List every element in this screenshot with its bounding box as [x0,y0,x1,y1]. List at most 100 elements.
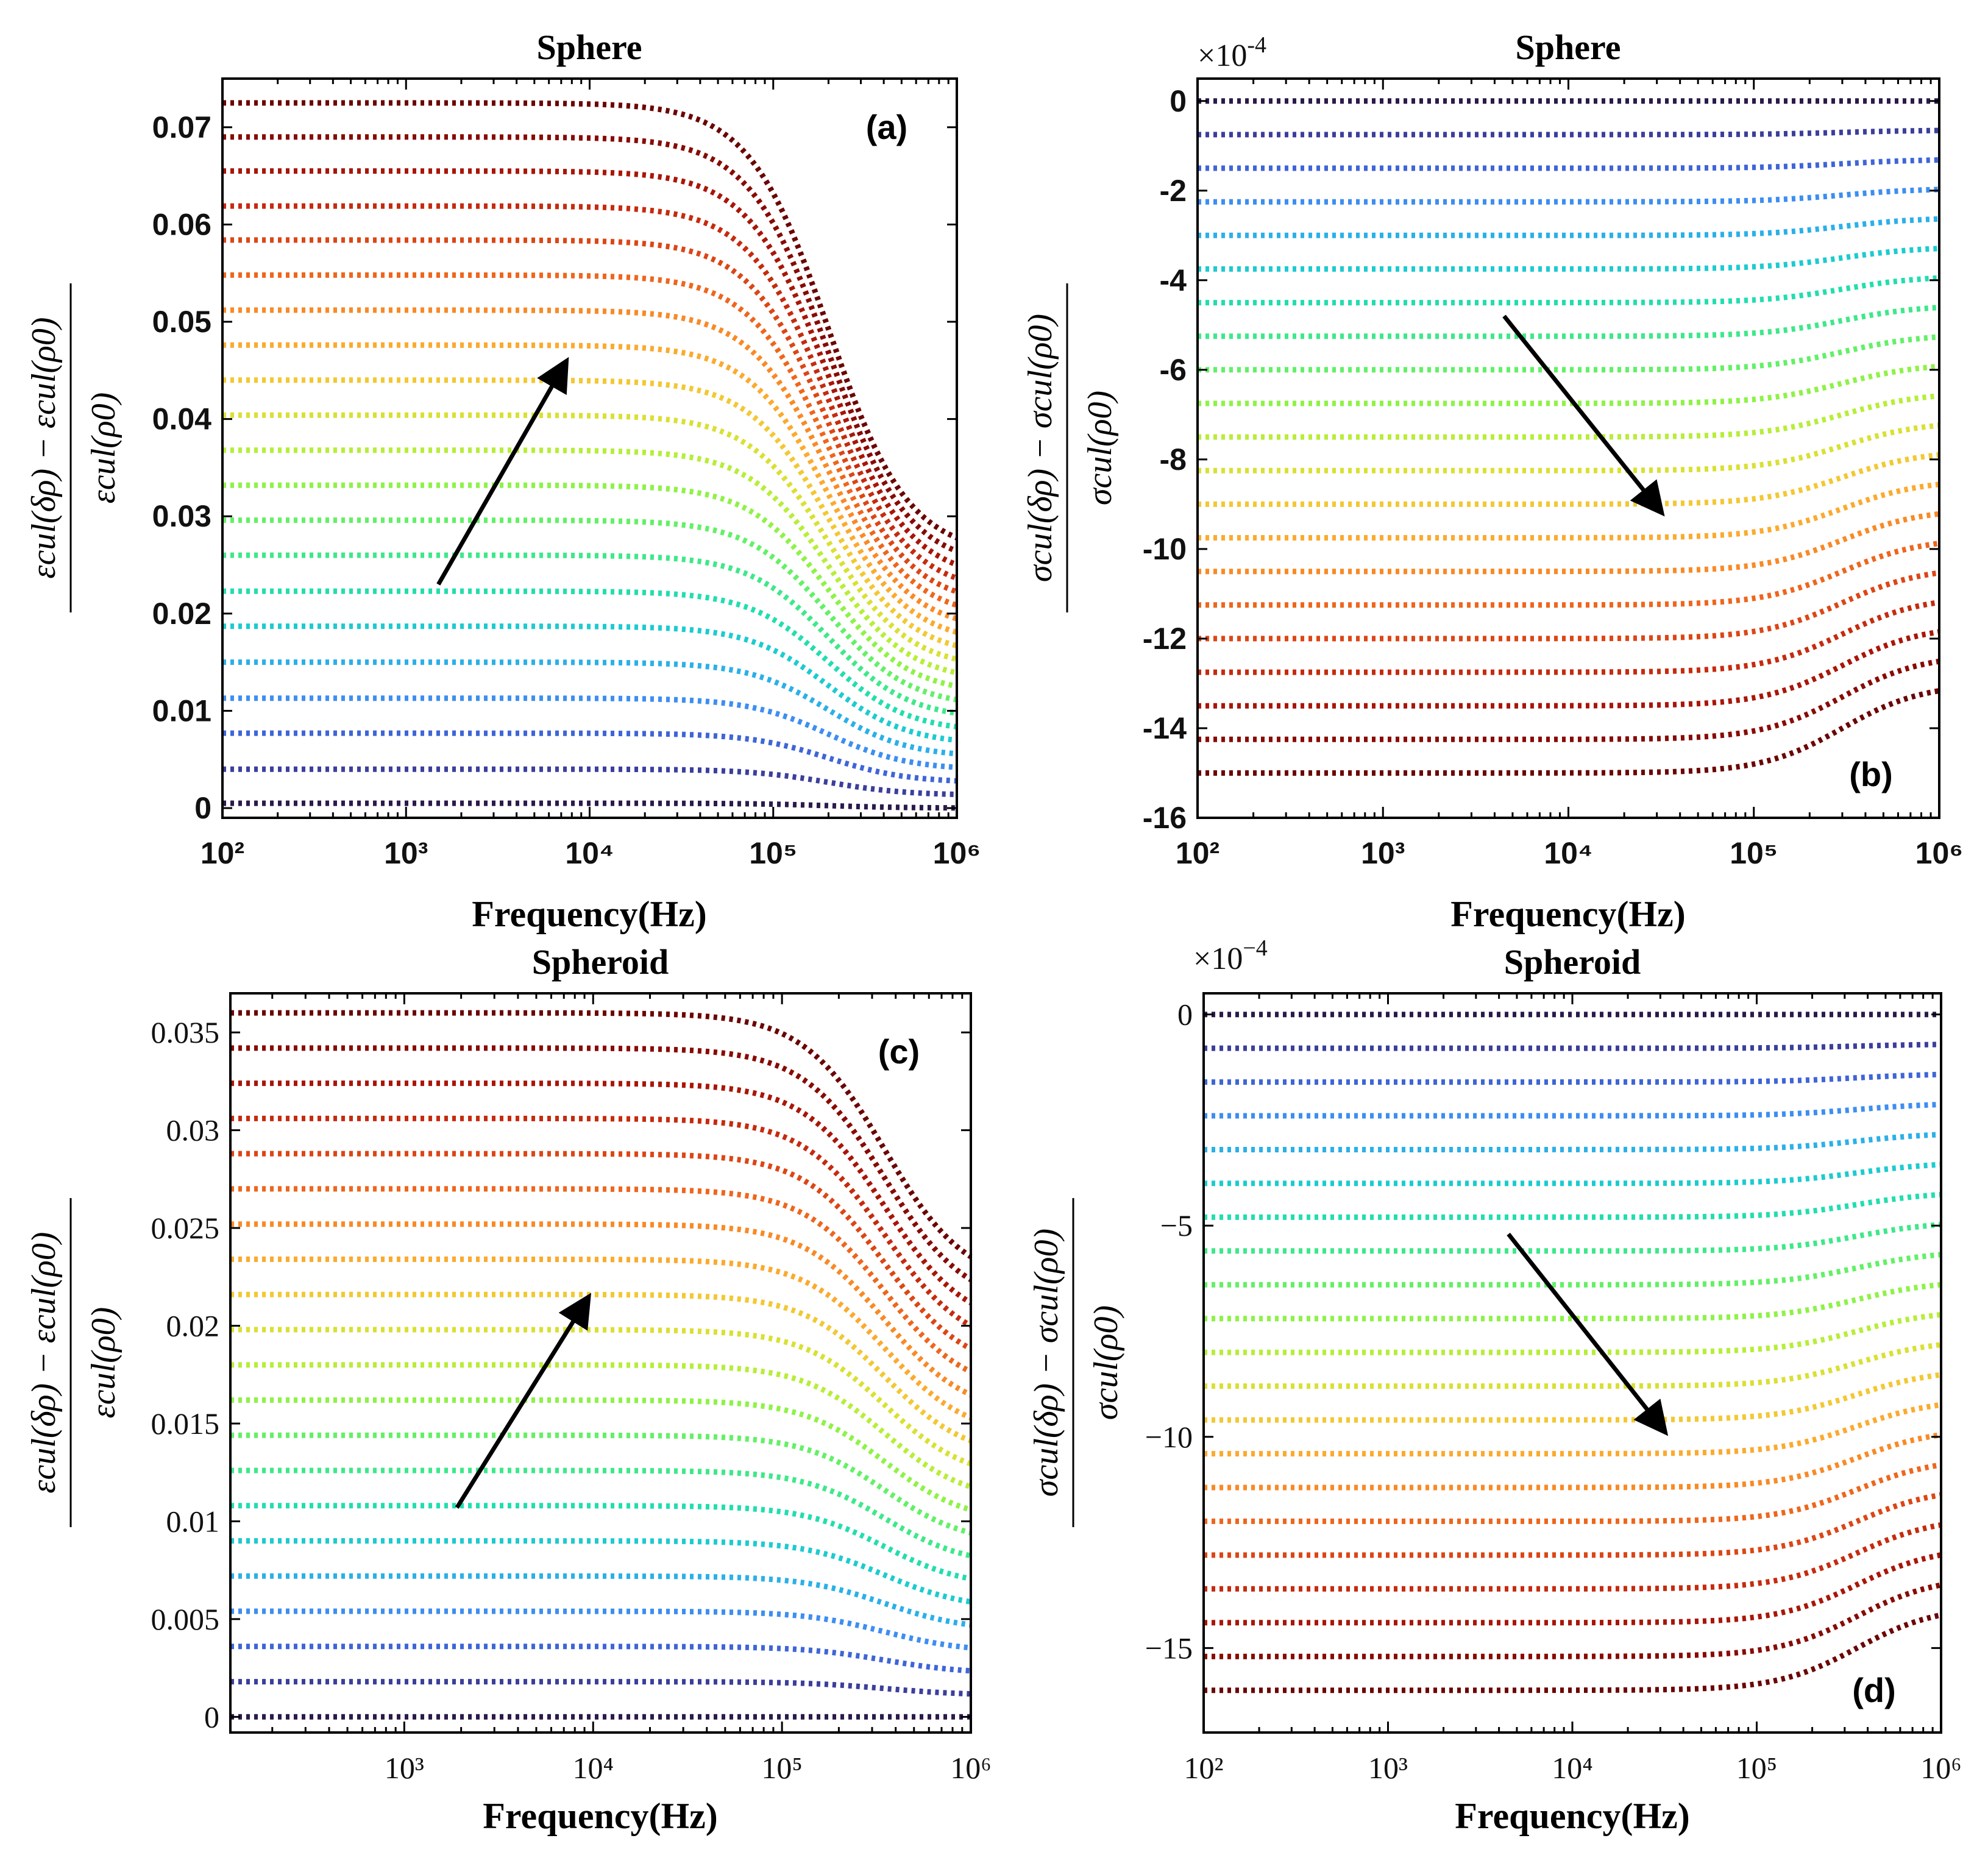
panel-label-b: (b) [1849,755,1893,793]
series-line-d-5 [1204,1162,1942,1186]
xtick-label-d: 10⁴ [1552,1751,1592,1785]
ytick-label-c: 0.005 [151,1602,220,1636]
series-line-c-8 [230,1432,972,1536]
ytick-label-d: 0 [1177,998,1193,1032]
series-line-a-17 [222,203,958,581]
series-line-d-20 [1204,1612,1942,1694]
ytick-label-c: 0.015 [151,1406,220,1441]
series-line-a-3 [222,695,957,770]
series-line-a-6 [222,588,957,730]
ytick-label-c: 0.035 [151,1015,220,1049]
ticks-d: 0 −5 −10 −15 10² 10³ 10⁴ 10⁵ 10⁶ [1145,993,1962,1785]
panel-label-a: (a) [866,108,907,146]
series-line-d-4 [1204,1132,1942,1152]
series-line-a-5 [222,623,957,743]
series-line-b-16 [1198,570,1940,642]
xtick-label-d: 10³ [1368,1751,1408,1785]
xtick-label-d: 10⁶ [1920,1751,1961,1785]
series-line-d-13 [1204,1402,1942,1456]
series-line-b-4 [1198,216,1940,238]
ylabel-b: σcul(δρ) − σcul(ρ0) σcul(ρ0) [1021,283,1119,612]
title-d: Spheroid [1504,942,1641,982]
series-line-d-1 [1204,1041,1942,1051]
series-line-a-18 [222,168,958,567]
ytick-label-b: -16 [1143,801,1187,835]
series-line-d-10 [1204,1311,1942,1355]
series-line-d-2 [1204,1071,1942,1085]
series-line-a-4 [222,659,957,757]
series-line-d-12 [1204,1372,1942,1423]
ylabel-a-denominator: εcul(ρ0) [85,392,122,504]
series-line-a-19 [222,134,958,554]
series-line-d-3 [1204,1102,1942,1119]
ytick-label-d: −15 [1145,1631,1193,1665]
series-line-c-9 [230,1397,972,1513]
series-line-a-14 [222,307,958,622]
series-line-c-5 [230,1538,971,1605]
xtick-label-a: 10⁴ [565,836,614,870]
ytick-label-b: -2 [1160,174,1187,208]
plot-frame-c [229,992,972,1734]
ytick-label-c: 0.025 [151,1211,220,1245]
ytick-label-a: 0.01 [152,693,211,728]
series-line-b-3 [1198,186,1940,205]
series-line-c-15 [230,1186,973,1375]
ylabel-d-numerator: σcul(δρ) − σcul(ρ0) [1028,1229,1065,1497]
series-line-b-11 [1198,422,1940,474]
series-line-d-14 [1204,1432,1942,1491]
xlabel-d: Frequency(Hz) [1455,1796,1689,1836]
series-line-a-10 [222,447,957,676]
title-b: Sphere [1516,27,1621,67]
series-line-a-15 [222,272,958,608]
series-line-b-6 [1198,275,1940,306]
ytick-label-b: -12 [1143,622,1187,656]
series-line-c-16 [230,1151,973,1352]
series-line-a-13 [222,342,958,635]
ticks-c: 0 0.005 0.01 0.015 0.02 0.025 0.03 0.035 10³ 10⁴ 1… [151,993,992,1785]
series-line-a-12 [222,377,958,648]
series-line-b-10 [1198,393,1940,440]
ytick-label-d: −5 [1160,1208,1193,1243]
ylabel-a: εcul(δρ) − εcul(ρ0) εcul(ρ0) [25,283,122,612]
series-line-c-6 [230,1503,971,1582]
series-line-a-16 [222,237,958,595]
trend-arrow-a [436,356,569,586]
series-line-d-15 [1204,1462,1942,1524]
series-line-a-1 [222,766,957,798]
series-line-d-16 [1204,1492,1942,1558]
trend-arrow-c [455,1293,592,1509]
series-line-b-8 [1198,334,1940,373]
series-layer-b [1198,98,1940,776]
series-line-b-13 [1198,481,1940,541]
multiplier-b-exponent: -4 [1247,32,1266,58]
ytick-label-c: 0.01 [166,1504,220,1538]
panel-a: 0 0.01 0.02 0.03 0.04 0.05 0.06 0.07 10² 10³ 10⁴ 10… [25,27,981,934]
series-line-b-1 [1198,127,1940,138]
ticks-a: 0 0.01 0.02 0.03 0.04 0.05 0.06 0.07 10² 10³ 10⁴ 10… [152,79,981,870]
panel-c: 0 0.005 0.01 0.015 0.02 0.025 0.03 0.035 10³ 10⁴ 1… [25,942,992,1836]
ytick-label-a: 0.05 [152,305,211,339]
xtick-label-b: 10³ [1361,836,1405,870]
series-line-b-5 [1198,246,1940,272]
ylabel-b-numerator: σcul(δρ) − σcul(ρ0) [1021,314,1059,582]
xlabel-b: Frequency(Hz) [1450,894,1685,934]
trend-arrow-b [1502,314,1665,517]
multiplier-d: ×10−4 [1193,935,1268,976]
xtick-label-b: 10⁴ [1544,836,1592,870]
xtick-label-c: 10⁴ [573,1751,614,1785]
series-line-d-7 [1204,1222,1942,1254]
series-line-b-9 [1198,363,1940,406]
ytick-label-a: 0 [194,791,211,825]
ylabel-d-denominator: σcul(ρ0) [1087,1305,1125,1420]
plot-frame-d [1202,992,1942,1734]
xtick-label-a: 10⁵ [749,836,797,870]
series-line-d-6 [1204,1191,1942,1220]
title-a: Sphere [537,27,642,67]
ylabel-c: εcul(δρ) − εcul(ρ0) εcul(ρ0) [25,1198,122,1527]
series-line-c-14 [230,1221,972,1397]
ytick-label-a: 0.04 [152,402,212,436]
series-line-d-19 [1204,1582,1942,1659]
